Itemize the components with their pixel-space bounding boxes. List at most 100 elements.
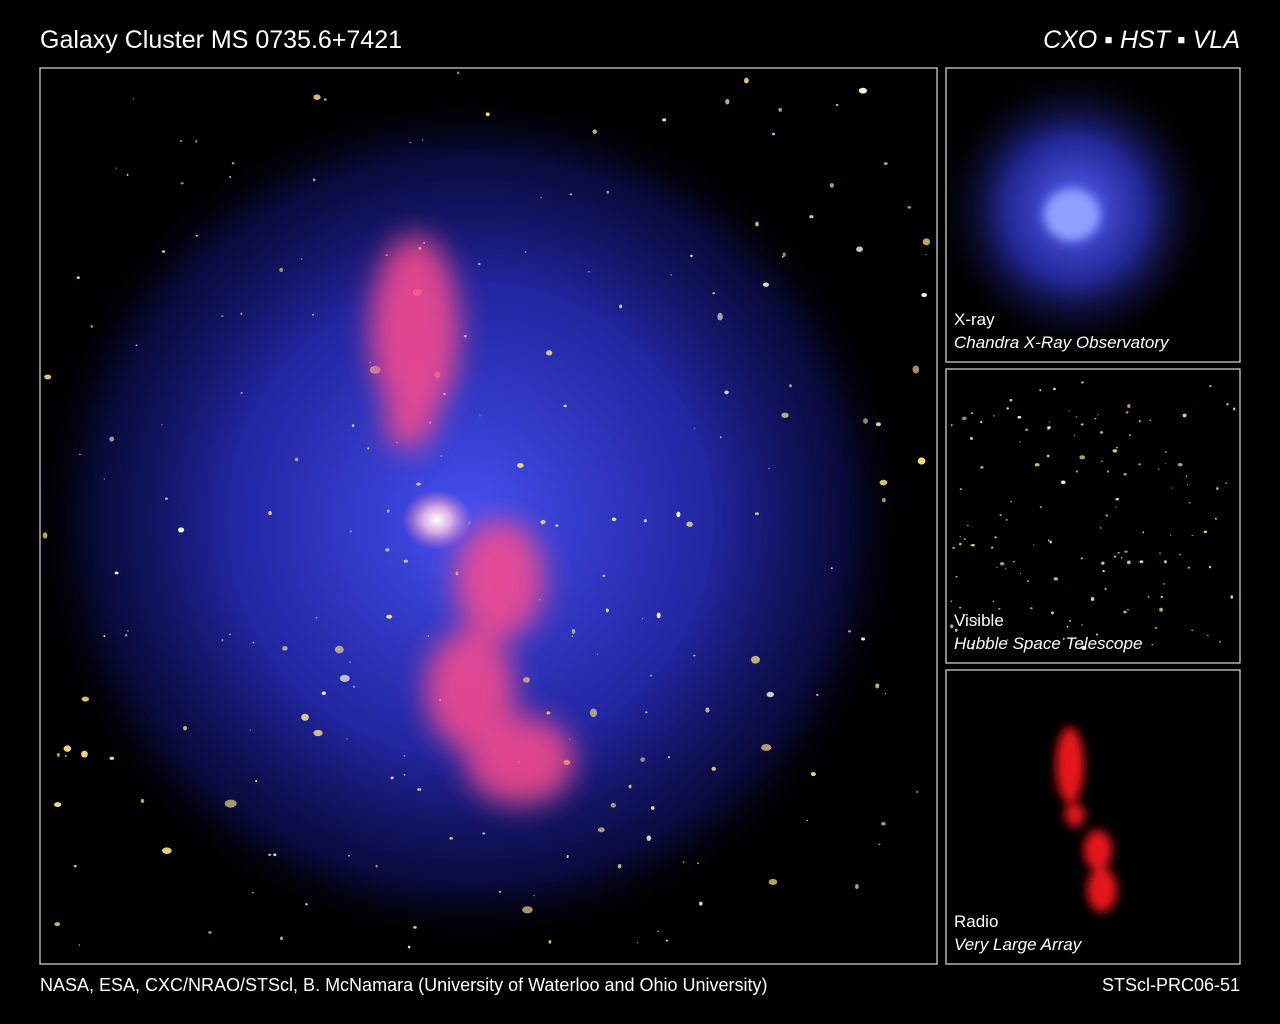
galaxy xyxy=(313,94,321,101)
galaxy xyxy=(81,750,88,758)
galaxy xyxy=(220,315,224,318)
galaxy xyxy=(195,140,198,143)
galaxy xyxy=(229,176,232,179)
galaxy xyxy=(183,726,188,731)
galaxy xyxy=(180,182,184,185)
galaxy xyxy=(980,466,984,469)
galaxy xyxy=(1101,460,1103,463)
galaxy xyxy=(1017,415,1022,419)
galaxy xyxy=(992,414,995,417)
composite-image xyxy=(40,68,937,964)
galaxy xyxy=(312,178,316,182)
galaxy xyxy=(950,600,953,602)
galaxy xyxy=(177,527,185,533)
galaxy xyxy=(781,255,784,258)
galaxy xyxy=(970,412,974,414)
galaxy xyxy=(699,901,703,906)
galaxy xyxy=(619,304,623,309)
galaxy xyxy=(971,643,974,646)
galaxy xyxy=(1215,517,1217,520)
galaxy xyxy=(881,822,886,826)
galaxy xyxy=(1160,595,1164,598)
galaxy xyxy=(42,532,48,539)
galaxy xyxy=(761,744,772,751)
galaxy xyxy=(980,420,983,424)
galaxy xyxy=(44,374,52,380)
galaxy xyxy=(208,931,212,934)
galaxy xyxy=(778,107,783,112)
galaxy xyxy=(1105,514,1109,517)
galaxy xyxy=(693,654,696,657)
galaxy xyxy=(240,312,243,315)
galaxy xyxy=(413,926,417,929)
galaxy xyxy=(548,940,552,944)
galaxy xyxy=(1163,583,1166,585)
galaxy xyxy=(975,619,978,622)
galaxy xyxy=(1123,473,1127,476)
galaxy xyxy=(694,427,696,429)
xray-image xyxy=(946,68,1240,362)
galaxy xyxy=(958,542,962,546)
galaxy xyxy=(282,646,288,651)
galaxy xyxy=(1219,640,1221,643)
galaxy xyxy=(954,628,958,632)
galaxy xyxy=(999,514,1002,516)
galaxy xyxy=(339,674,350,682)
galaxy xyxy=(1182,413,1187,418)
panel-source: Very Large Array xyxy=(954,935,1083,954)
galaxy xyxy=(1095,633,1099,636)
galaxy xyxy=(1216,487,1219,491)
galaxy xyxy=(771,132,776,136)
galaxy xyxy=(1164,560,1167,564)
galaxy xyxy=(566,854,569,859)
galaxy xyxy=(249,729,251,731)
galaxy xyxy=(971,544,975,547)
galaxy xyxy=(961,416,967,421)
credit: NASA, ESA, CXC/NRAO/STScl, B. McNamara (… xyxy=(40,975,768,995)
galaxy xyxy=(221,639,224,642)
galaxy xyxy=(645,711,648,714)
galaxy xyxy=(555,524,559,527)
galaxy xyxy=(313,729,323,737)
galaxy xyxy=(1005,567,1007,569)
galaxy xyxy=(140,798,145,804)
galaxy xyxy=(252,641,255,644)
galaxy xyxy=(367,447,370,450)
galaxy xyxy=(457,71,460,75)
galaxy xyxy=(81,696,90,702)
galaxy xyxy=(540,520,546,524)
galaxy xyxy=(589,708,598,718)
galaxy xyxy=(992,600,995,603)
galaxy xyxy=(240,392,243,394)
galaxy xyxy=(76,276,80,280)
galaxy xyxy=(161,847,172,855)
galaxy xyxy=(1047,539,1050,542)
galaxy xyxy=(78,944,81,946)
galaxy xyxy=(602,574,606,578)
visible-image xyxy=(946,369,1240,663)
galaxy xyxy=(970,436,973,441)
galaxy xyxy=(1066,625,1069,628)
galaxy xyxy=(479,415,481,417)
galaxy xyxy=(103,478,105,480)
galaxy xyxy=(300,258,303,260)
main-frame xyxy=(39,67,938,965)
galaxy xyxy=(1233,407,1236,411)
galaxy xyxy=(950,423,953,427)
galaxy xyxy=(665,939,668,942)
galaxy xyxy=(334,645,344,654)
galaxy xyxy=(628,784,632,789)
galaxy xyxy=(109,756,115,761)
galaxy xyxy=(863,418,868,424)
galaxy xyxy=(268,853,272,856)
galaxy xyxy=(1188,501,1191,504)
galaxy xyxy=(875,422,881,427)
galaxy xyxy=(1101,561,1105,565)
galaxy xyxy=(1099,527,1102,529)
galaxy xyxy=(994,536,997,539)
galaxy xyxy=(962,613,966,616)
galaxy xyxy=(1207,634,1209,637)
galaxy xyxy=(1154,626,1157,629)
galaxy xyxy=(1051,611,1054,615)
galaxy xyxy=(1187,566,1191,569)
